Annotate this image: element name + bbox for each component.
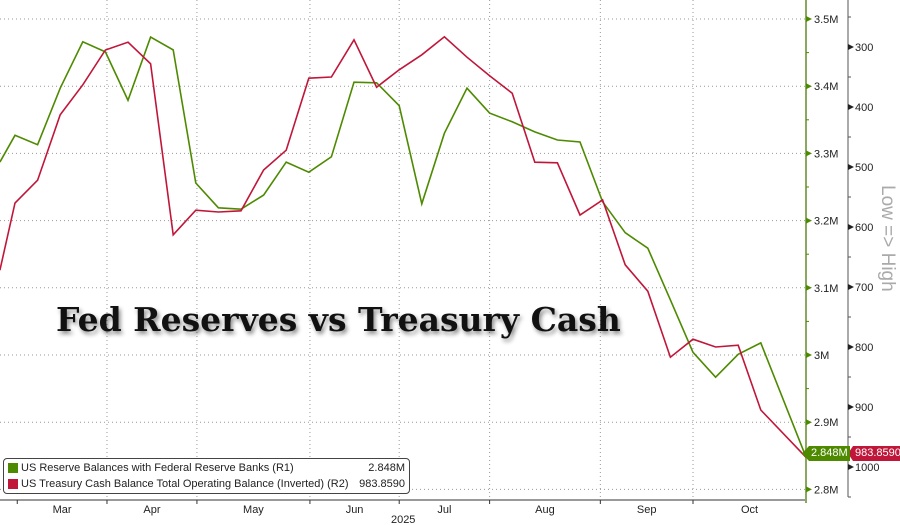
legend: US Reserve Balances with Federal Reserve… — [3, 458, 410, 494]
series-line-reserves — [0, 35, 807, 458]
r2-tick — [848, 164, 854, 170]
chart-title: Fed Reserves vs Treasury Cash — [56, 300, 621, 339]
r2-tick — [848, 464, 854, 470]
r1-tick — [806, 83, 812, 90]
legend-label: US Reserve Balances with Federal Reserve… — [21, 461, 294, 474]
r2-tick — [848, 404, 854, 410]
legend-value: 2.848M — [368, 461, 405, 474]
r2-tick-label: 400 — [855, 102, 873, 114]
r2-last-value-tag: 983.8590 — [853, 446, 900, 461]
r2-tick-label: 900 — [855, 402, 873, 414]
r1-tick — [806, 150, 812, 157]
r2-tick-label: 700 — [855, 282, 873, 294]
x-tick-label: Jul — [437, 504, 451, 516]
x-tick-label: Aug — [535, 504, 555, 516]
x-tick-label: Jun — [346, 504, 364, 516]
r2-tick — [848, 104, 854, 110]
series-line-treasury — [0, 35, 807, 458]
legend-swatch-reserves — [8, 462, 18, 473]
r1-tick-label: 3.3M — [814, 148, 838, 160]
tag-pointer — [802, 446, 809, 461]
x-tick-label: Apr — [143, 504, 160, 516]
r1-tick-label: 3.2M — [814, 216, 838, 228]
x-tick-label: Oct — [741, 504, 758, 516]
legend-label: US Treasury Cash Balance Total Operating… — [21, 477, 349, 490]
tag-pointer — [848, 446, 853, 461]
r1-tick-label: 3.1M — [814, 283, 838, 295]
r2-tick-label: 300 — [855, 42, 873, 54]
x-tick-label: Mar — [53, 504, 72, 516]
r2-tick-label: 800 — [855, 342, 873, 354]
r2-tick — [848, 224, 854, 230]
r1-tick — [806, 419, 812, 426]
r1-tick-label: 2.8M — [814, 484, 838, 496]
r2-tick — [848, 284, 854, 290]
r1-tick-label: 3.5M — [814, 14, 838, 26]
r2-tick — [848, 44, 854, 50]
legend-item-treasury: US Treasury Cash Balance Total Operating… — [4, 476, 409, 491]
r2-tick-label: 600 — [855, 222, 873, 234]
r1-tick-label: 3M — [814, 350, 829, 362]
r1-tick — [806, 352, 812, 358]
x-tick-label: Sep — [637, 504, 657, 516]
r2-tick-label: 500 — [855, 162, 873, 174]
r1-tick — [806, 486, 812, 493]
x-year-label: 2025 — [391, 514, 415, 525]
legend-item-reserves: US Reserve Balances with Federal Reserve… — [4, 460, 409, 475]
r1-tick-label: 3.4M — [814, 81, 838, 93]
r2-tick-label: 1000 — [855, 462, 879, 474]
r1-tick-label: 2.9M — [814, 417, 838, 429]
r2-tick — [848, 344, 854, 350]
r1-last-value-tag: 2.848M — [809, 446, 850, 461]
r1-tick — [806, 217, 812, 224]
r1-tick — [806, 16, 812, 22]
legend-swatch-treasury — [8, 478, 18, 489]
x-tick-label: May — [243, 504, 264, 516]
legend-value: 983.8590 — [359, 477, 405, 490]
r2-axis-annotation: Low => High — [877, 185, 898, 292]
r1-tick — [806, 284, 812, 291]
